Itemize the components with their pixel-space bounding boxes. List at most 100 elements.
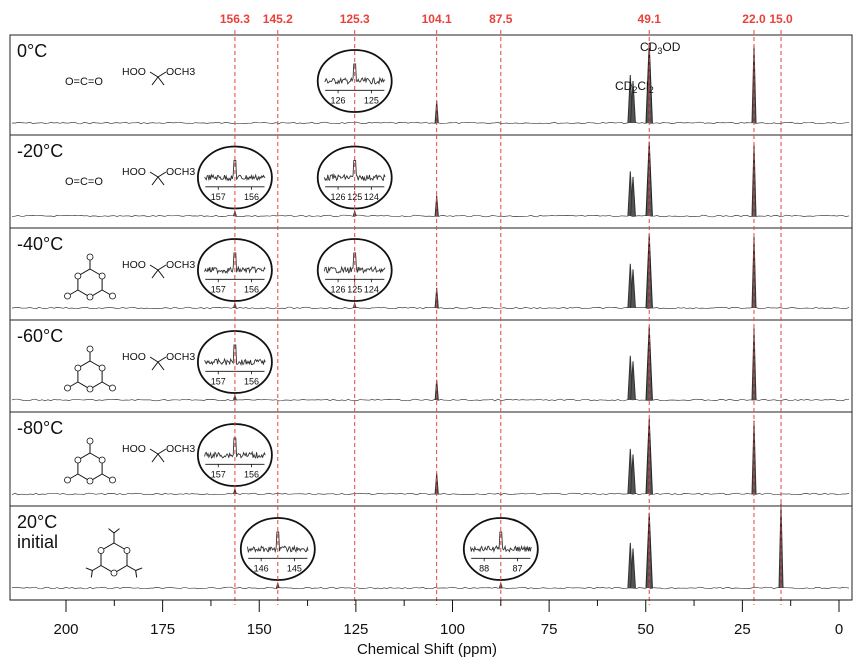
bond-line	[151, 361, 159, 371]
oxygen-atom	[64, 292, 71, 300]
cd2cl2-label: CD2Cl2	[615, 79, 654, 95]
molecule-structures: O=C=O HOO OCH3	[65, 166, 195, 188]
och3-label: OCH3	[166, 259, 195, 271]
carbonyl-bond	[69, 473, 79, 479]
molecule-structures	[85, 528, 143, 578]
x-axis-label: Chemical Shift (ppm)	[357, 641, 497, 658]
inset-tick-label: 156	[244, 284, 259, 294]
molecule-structures: O=C=O HOO OCH3	[65, 66, 195, 88]
och3-label: OCH3	[166, 166, 195, 178]
spectrum-panel: -80°C HOO OCH3 157 156	[9, 411, 853, 507]
spectrum-peak	[630, 176, 636, 217]
ring-oxygen-atom	[98, 364, 106, 372]
ring-oxygen-atom	[98, 272, 106, 280]
carbonyl-bond	[69, 289, 79, 295]
spectrum-baseline	[11, 492, 850, 496]
ring-oxygen-atom	[86, 385, 94, 393]
bond-line	[157, 356, 167, 363]
x-tick-label: 175	[150, 621, 175, 638]
inset-tick-label: 157	[211, 284, 226, 294]
molecule-structures: HOO OCH3	[64, 253, 195, 301]
inset-tick-label: 156	[244, 192, 259, 202]
inset-tick-label: 156	[244, 376, 259, 386]
reference-label: 87.5	[489, 12, 513, 26]
x-tick-label: 25	[734, 621, 751, 638]
reference-label: 22.0	[742, 12, 766, 26]
spectrum-baseline	[11, 306, 850, 310]
inset-tick-label: 125	[347, 192, 362, 202]
temperature-label: 20°C	[17, 512, 57, 532]
molecule-structures: HOO OCH3	[64, 345, 195, 393]
reference-label: 125.3	[340, 12, 370, 26]
inset-tick-label: 145	[287, 563, 302, 573]
inset-trace	[204, 252, 266, 275]
hoo-label: HOO	[122, 351, 146, 363]
temperature-label: -80°C	[17, 418, 63, 438]
bond-line	[149, 264, 159, 271]
reference-label: 49.1	[638, 12, 662, 26]
oxygen-atom	[109, 292, 116, 300]
carbonyl-bond	[101, 289, 111, 295]
bond-line	[149, 448, 159, 455]
oxygen-atom	[86, 437, 94, 445]
ring-oxygen-atom	[74, 364, 82, 372]
ring-oxygen-atom	[110, 569, 118, 577]
ring-oxygen-atom	[86, 477, 94, 485]
carbonyl-bond	[101, 381, 111, 387]
inset-tick-label: 146	[254, 563, 269, 573]
inset-tick-label: 125	[364, 95, 379, 105]
hoo-label: HOO	[122, 166, 146, 178]
hoo-label: HOO	[122, 259, 146, 271]
methyl-bond	[135, 570, 138, 578]
solvent-labels: CD3OD CD2Cl2	[615, 40, 681, 95]
hoo-label: HOO	[122, 443, 146, 455]
inset-trace	[323, 252, 386, 274]
bond-line	[149, 356, 159, 363]
spectrum-baseline	[11, 586, 850, 590]
spectrum-peak	[751, 328, 757, 401]
inset-trace	[204, 159, 266, 182]
oxygen-atom	[86, 253, 94, 261]
spectrum-peak	[630, 361, 636, 401]
temperature-label: -20°C	[17, 141, 63, 161]
reference-lines: 156.3 145.2 125.3 104.1 87.5 49.1 22.0 15.0	[220, 12, 793, 605]
bond-line	[149, 71, 159, 78]
ring-oxygen-atom	[97, 547, 105, 554]
magnification-inset	[197, 423, 273, 487]
panel-frame	[9, 134, 853, 229]
x-tick-label: 0	[835, 621, 843, 638]
x-tick-label: 50	[637, 621, 654, 638]
panel-frame	[9, 411, 853, 507]
spectrum-panel: 0°C O=C=O HOO OCH3 126 125	[9, 34, 853, 136]
spectrum-peak	[630, 454, 636, 495]
bond-line	[157, 361, 165, 371]
oxygen-atom	[64, 476, 71, 484]
spectrum-baseline	[11, 121, 849, 125]
x-tick-label: 100	[440, 621, 465, 638]
x-tick-label: 75	[541, 621, 558, 638]
spectrum-peak	[630, 80, 636, 124]
panel-frame	[9, 34, 853, 136]
bond-line	[151, 269, 159, 279]
ring-oxygen-atom	[123, 547, 131, 554]
spectrum-peak	[233, 487, 237, 495]
spectrum-baseline	[11, 398, 850, 402]
bond-line	[157, 448, 167, 455]
methyl-bond	[85, 567, 93, 571]
spectrum-peak	[630, 269, 636, 309]
temperature-label: initial	[17, 532, 58, 552]
molecule-structures: HOO OCH3	[64, 437, 195, 485]
spectrum-peak	[630, 548, 636, 589]
inset-trace	[324, 63, 386, 86]
inset-tick-label: 126	[331, 284, 346, 294]
oxygen-atom	[64, 384, 71, 392]
inset-tick-label: 157	[211, 469, 226, 479]
methyl-bond	[108, 528, 115, 534]
oxygen-atom	[86, 345, 94, 353]
bond-line	[151, 176, 159, 186]
bond-line	[157, 171, 167, 178]
panel-frame	[9, 227, 853, 321]
x-tick-label: 150	[247, 621, 272, 638]
